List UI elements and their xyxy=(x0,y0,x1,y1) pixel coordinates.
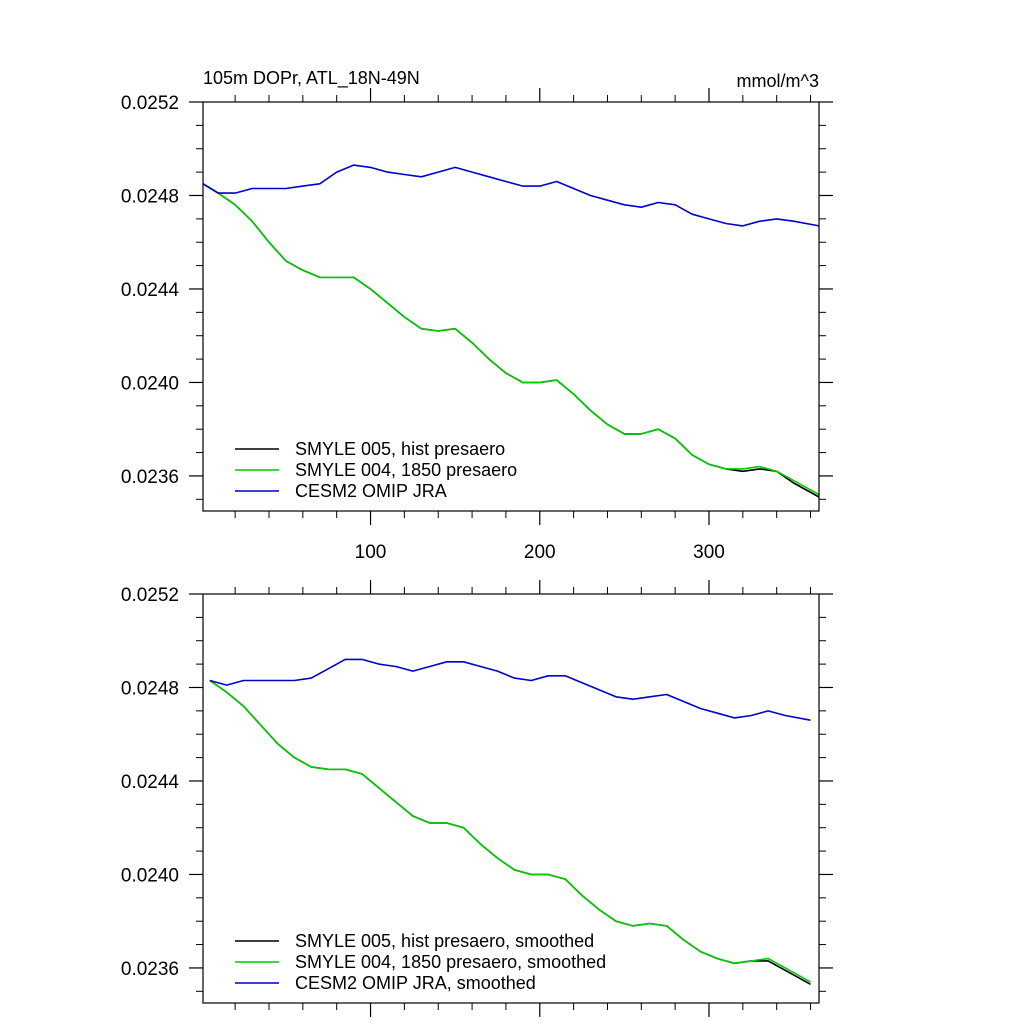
y-tick-label: 0.0240 xyxy=(121,373,179,394)
series-line-1 xyxy=(202,183,820,496)
y-tick-label: 0.0240 xyxy=(121,865,179,886)
y-tick-label: 0.0252 xyxy=(121,93,179,114)
x-tick-label: 300 xyxy=(693,542,725,563)
legend-label: CESM2 OMIP JRA, smoothed xyxy=(295,973,536,993)
series-line-1 xyxy=(209,679,811,983)
legend-label: SMYLE 005, hist presaero, smoothed xyxy=(295,931,594,951)
legend: SMYLE 005, hist presaero, smoothedSMYLE … xyxy=(235,931,606,993)
y-tick-label: 0.0236 xyxy=(121,467,179,488)
series-line-2 xyxy=(209,658,811,721)
plot-frame xyxy=(202,101,820,512)
legend-label: SMYLE 005, hist presaero xyxy=(295,439,505,459)
legend-label: CESM2 OMIP JRA xyxy=(295,481,447,501)
y-tick-label: 0.0244 xyxy=(121,772,180,793)
y-tick-label: 0.0252 xyxy=(121,585,179,606)
y-tick-label: 0.0248 xyxy=(121,186,179,207)
x-tick-label: 100 xyxy=(355,542,387,563)
x-tick-label: 200 xyxy=(524,542,556,563)
series-line-2 xyxy=(202,164,820,227)
legend-label: SMYLE 004, 1850 presaero xyxy=(295,460,517,480)
legend-label: SMYLE 004, 1850 presaero, smoothed xyxy=(295,952,606,972)
chart-panel-top: 105m DOPr, ATL_18N-49N mmol/m^3 0.0236 0.… xyxy=(121,68,833,563)
y-tick-label: 0.0236 xyxy=(121,959,179,980)
plot-frame xyxy=(202,593,820,1004)
chart-title: 105m DOPr, ATL_18N-49N xyxy=(203,68,420,89)
y-tick-label: 0.0244 xyxy=(121,280,180,301)
chart-panel-bottom: 0.0236 0.0240 0.0244 0.0248 0.0252 SMYLE 005… xyxy=(121,580,833,1017)
y-tick-label: 0.0248 xyxy=(121,678,179,699)
chart-units: mmol/m^3 xyxy=(737,71,819,91)
